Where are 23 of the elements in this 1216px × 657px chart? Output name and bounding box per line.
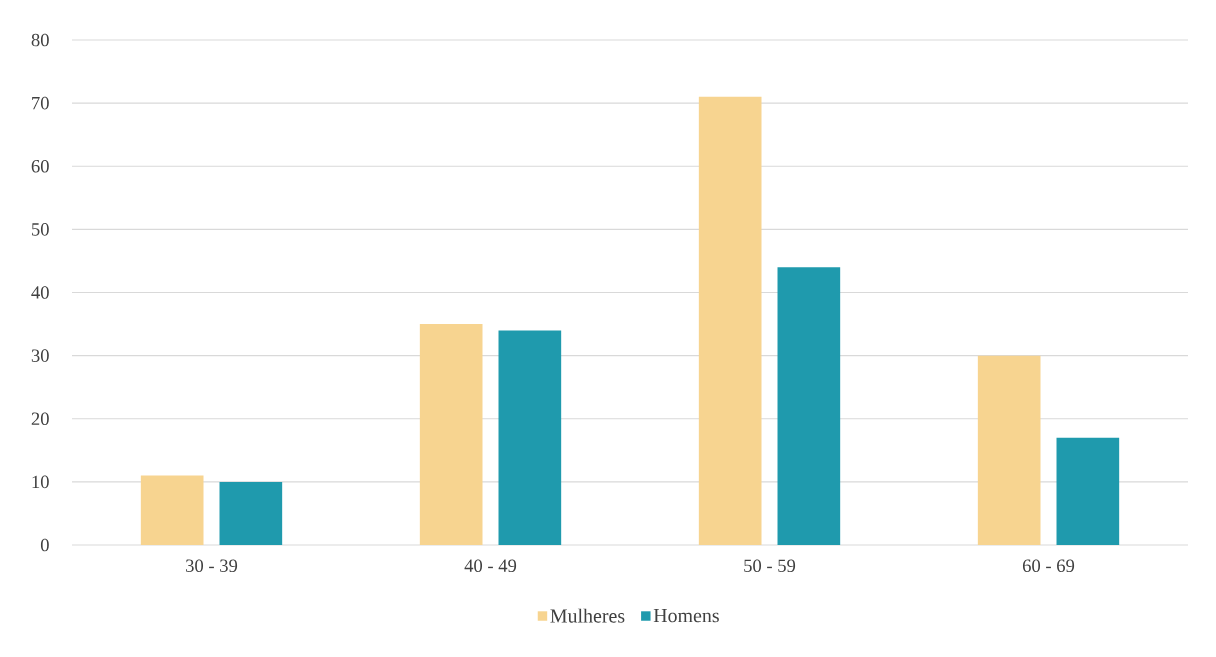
bar [219,481,283,545]
bar [698,96,762,545]
y-tick-label: 20 [31,412,49,426]
y-tick-label: 0 [40,538,49,552]
y-tick-label: 10 [32,475,49,489]
bar [1056,437,1120,545]
x-tick-label: 30 - 39 [186,559,238,573]
y-tick-label: 60 [31,159,49,173]
bar [498,330,562,545]
y-tick-label: 50 [32,223,49,236]
legend-label: Homens [653,609,719,623]
bar [419,324,483,545]
bar [777,267,841,545]
y-tick-label: 40 [31,286,49,299]
x-tick-label: 50 - 59 [744,559,796,573]
x-tick-label: 60 - 69 [1022,559,1075,573]
y-tick-label: 80 [31,33,49,47]
legend-label: Mulheres [550,608,625,623]
y-tick-label: 70 [32,96,49,110]
bar [977,355,1041,545]
x-tick-label: 40 - 49 [464,559,517,573]
bar [140,475,204,545]
y-tick-label: 30 [31,349,49,362]
